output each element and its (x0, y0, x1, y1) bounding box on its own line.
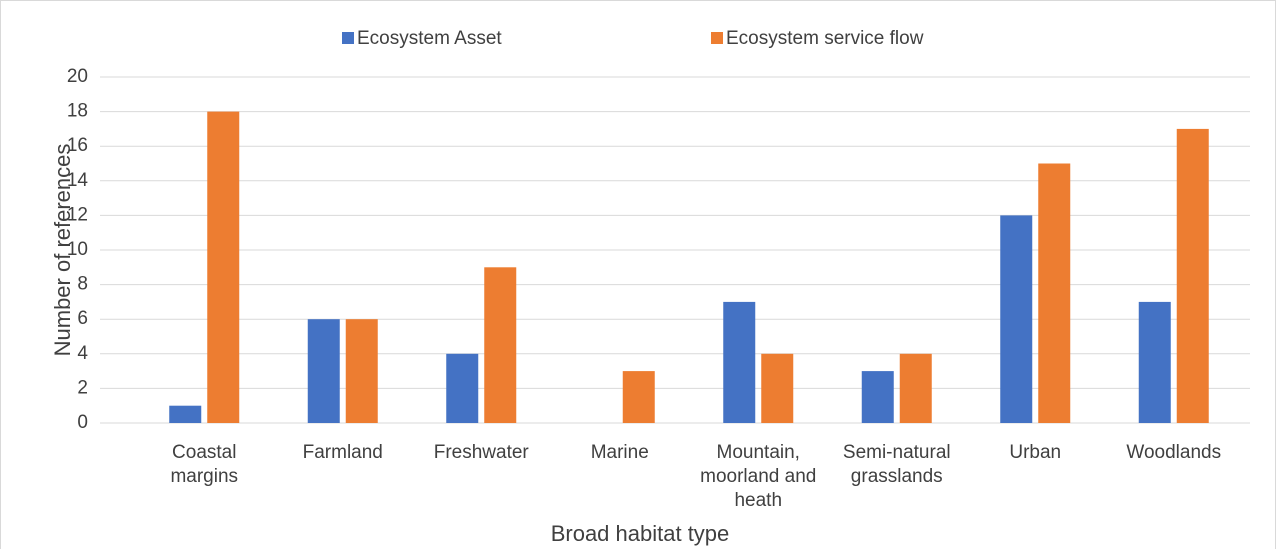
bar (899, 353, 932, 423)
x-tick-label: Farmland (302, 442, 383, 463)
bar (1176, 128, 1209, 423)
y-tick-label: 6 (77, 308, 88, 329)
y-tick-label: 4 (77, 343, 88, 364)
y-axis-title: Number of references (50, 144, 75, 357)
y-tick-label: 2 (77, 377, 88, 398)
x-tick-label: Freshwater (433, 442, 529, 463)
y-tick-label: 0 (77, 412, 88, 433)
bar (307, 319, 340, 423)
bar (1000, 215, 1033, 423)
bar (345, 319, 378, 423)
y-tick-label: 12 (67, 204, 88, 225)
x-tick-label: Semi-natural grasslands (842, 442, 951, 487)
y-tick-label: 8 (77, 274, 88, 295)
x-tick-label: Mountain, moorland and heath (700, 442, 817, 511)
x-tick-label: Coastal margins (170, 442, 239, 487)
bar (622, 371, 655, 423)
bar (484, 267, 517, 423)
y-tick-label: 10 (67, 239, 88, 260)
bar (1038, 163, 1071, 423)
x-tick-label: Urban (1009, 442, 1062, 463)
bar (761, 353, 794, 423)
legend-swatch (711, 32, 723, 44)
x-axis-title: Broad habitat type (551, 521, 730, 546)
bar (207, 111, 240, 423)
bar (169, 405, 202, 423)
legend-label: Ecosystem service flow (726, 28, 924, 49)
x-tick-label: Woodlands (1126, 442, 1222, 463)
bar (446, 353, 479, 423)
bar (1138, 301, 1171, 423)
legend-label: Ecosystem Asset (357, 28, 502, 49)
x-tick-label: Marine (590, 442, 649, 463)
legend-swatch (342, 32, 354, 44)
y-tick-label: 14 (67, 170, 89, 191)
y-tick-label: 16 (67, 135, 88, 156)
y-tick-label: 20 (67, 66, 88, 87)
y-tick-label: 18 (67, 101, 88, 122)
bar (861, 371, 894, 423)
bar (723, 301, 756, 423)
